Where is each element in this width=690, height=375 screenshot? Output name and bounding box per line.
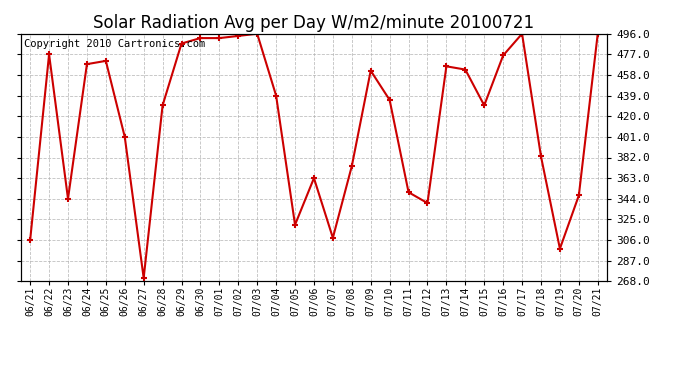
Text: Copyright 2010 Cartronics.com: Copyright 2010 Cartronics.com — [23, 39, 205, 49]
Title: Solar Radiation Avg per Day W/m2/minute 20100721: Solar Radiation Avg per Day W/m2/minute … — [93, 14, 535, 32]
